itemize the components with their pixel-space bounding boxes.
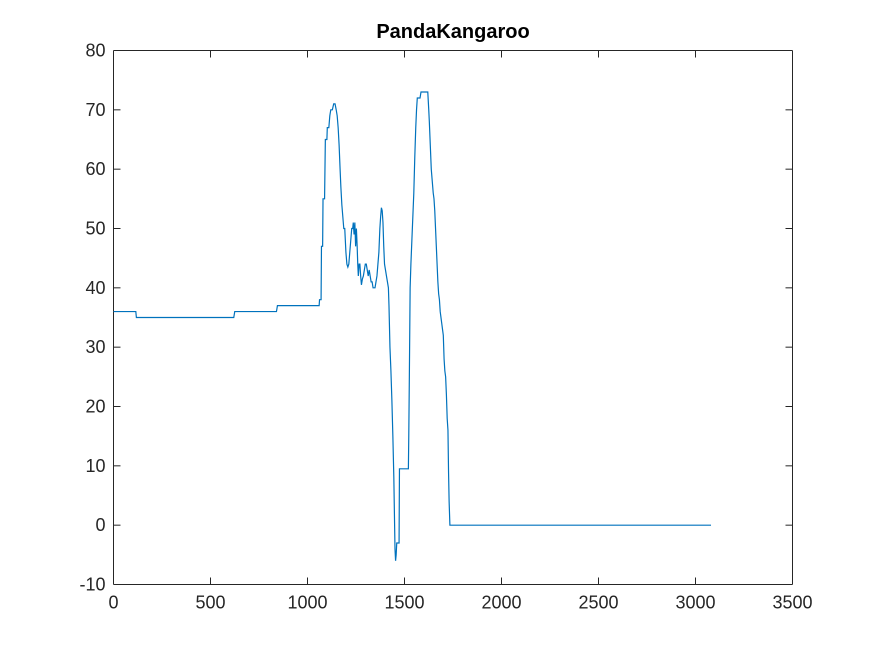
y-tick-label: 10 [85,456,105,476]
x-tick-label: 1500 [384,593,424,613]
x-tick-label: 2000 [481,593,521,613]
y-tick-label: 70 [85,100,105,120]
y-tick-label: 50 [85,219,105,239]
x-tick-label: 3500 [772,593,812,613]
x-tick-label: 0 [108,593,118,613]
x-tick-label: 500 [195,593,225,613]
y-tick-label: 80 [85,41,105,61]
y-tick-label: 60 [85,159,105,179]
x-tick-label: 1000 [287,593,327,613]
y-tick-label: 30 [85,337,105,357]
x-tick-label: 3000 [675,593,715,613]
series-line [113,91,712,561]
axes-frame [113,50,793,585]
y-tick-label: 0 [95,515,105,535]
y-tick-label: 20 [85,397,105,417]
y-tick-label: 40 [85,278,105,298]
x-tick-label: 2500 [578,593,618,613]
y-tick-label: -10 [79,575,105,595]
x-axis: 0 500 1000 1500 2000 2500 3000 3500 [108,50,813,613]
y-axis: -10 0 10 20 30 40 50 60 70 80 [79,41,793,595]
chart-title: PandaKangaroo [376,21,529,43]
